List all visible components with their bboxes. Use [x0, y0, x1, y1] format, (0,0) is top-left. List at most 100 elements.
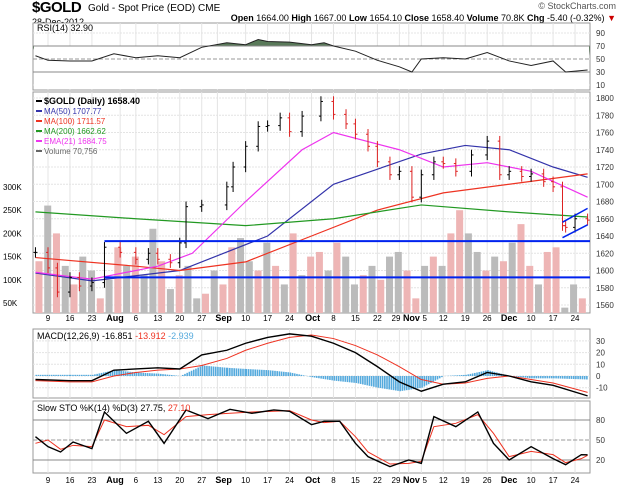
rsi-line [35, 38, 588, 73]
volume-bar [412, 298, 420, 313]
price-ytick-label: 1700 [596, 180, 614, 189]
xtick-label: 10 [527, 314, 536, 323]
volume-bar [210, 270, 218, 313]
volume-bar [350, 284, 358, 313]
macd-histogram-bar [135, 372, 138, 376]
macd-histogram-bar [151, 373, 153, 376]
macd-histogram-bar [533, 376, 535, 379]
xtick-label: 23 [87, 476, 96, 485]
macd-histogram-bar [579, 376, 582, 380]
macd-histogram-bar [44, 374, 46, 376]
macd-histogram-bar [250, 369, 252, 376]
price-ytick-label: 1740 [596, 146, 614, 155]
macd-histogram-bar [166, 374, 169, 376]
macd-histogram-bar [337, 376, 340, 382]
macd-histogram-bar [335, 376, 338, 381]
macd-histogram-bar [102, 372, 105, 376]
ma100-legend-swatch [36, 120, 42, 122]
macd-histogram-bar [221, 367, 224, 376]
xtick-label: 24 [285, 476, 294, 485]
macd-histogram-bar [269, 370, 272, 376]
xtick-label: 26 [483, 476, 492, 485]
xtick-label: 5 [422, 314, 427, 323]
macd-histogram-bar [344, 376, 347, 382]
xtick-label: 27 [197, 476, 206, 485]
price-ytick-label: 1800 [596, 94, 614, 103]
macd-histogram-bar [384, 376, 386, 389]
macd-histogram-bar [113, 370, 116, 376]
macd-histogram-bar [359, 376, 362, 384]
macd-histogram-bar [311, 376, 314, 378]
macd-histogram-bar [555, 376, 557, 379]
macd-histogram-bar [526, 376, 529, 378]
macd-histogram-bar [326, 376, 329, 380]
macd-histogram-bar [184, 373, 186, 376]
macd-histogram-bar [120, 370, 123, 376]
macd-histogram-bar [566, 376, 568, 379]
macd-histogram-bar [329, 376, 331, 380]
macd-histogram-bar [478, 372, 481, 376]
macd-histogram-bar [283, 371, 285, 376]
macd-histogram-bar [72, 374, 74, 376]
ma100-legend: MA(100) 1711.57 [44, 117, 106, 126]
volume-bar [88, 270, 96, 313]
macd-histogram-bar [414, 376, 417, 389]
volume-bar [61, 265, 69, 313]
price-ytick-label: 1580 [596, 284, 614, 293]
price-ytick-label: 1760 [596, 129, 614, 138]
xtick-label: 13 [153, 476, 162, 485]
macd-histogram-bar [192, 369, 195, 376]
macd-histogram-bar [324, 376, 327, 380]
macd-histogram-bar [190, 370, 193, 376]
volume-bar [386, 256, 394, 313]
xtick-label: 15 [351, 476, 360, 485]
exchange: CME [198, 3, 221, 14]
macd-histogram-bar [173, 375, 175, 376]
macd-histogram-bar [219, 367, 221, 376]
volume-bar [473, 251, 481, 313]
volume-bar [298, 275, 306, 313]
macd-histogram-bar [231, 368, 233, 376]
xtick-label: Nov [403, 475, 420, 485]
xtick-label: 15 [351, 314, 360, 323]
xtick-label: 19 [461, 314, 470, 323]
macd-histogram-bar [199, 366, 202, 376]
macd-histogram-bar [520, 376, 522, 378]
macd-histogram-bar [460, 375, 463, 376]
macd-histogram-bar [463, 374, 465, 376]
macd-histogram-bar [181, 374, 184, 376]
macd-histogram-bar [235, 368, 238, 376]
xtick-label: 17 [263, 476, 272, 485]
volume-bar [79, 256, 87, 313]
low-value: 1654.10 [369, 13, 402, 23]
macd-histogram-bar [118, 370, 120, 376]
macd-histogram-bar [353, 376, 355, 383]
macd-histogram-bar [155, 373, 158, 376]
sto-legend-part: 27.75, [138, 403, 166, 413]
macd-histogram-bar [572, 376, 575, 380]
macd-histogram-bar [333, 376, 336, 381]
volume-bar [52, 233, 60, 313]
brand-logo[interactable]: © StockCharts.com [538, 1, 616, 11]
volume-bar [342, 256, 350, 313]
quote-summary: Open 1664.00 High 1667.00 Low 1654.10 Cl… [231, 13, 616, 23]
channel-line [562, 207, 588, 223]
high-value: 1667.00 [313, 13, 347, 23]
macd-histogram-bar [436, 376, 439, 380]
volume-value: 70.8K [500, 13, 525, 23]
volume-ytick-label: 300K [3, 183, 22, 192]
sto-ytick-label: 50 [596, 436, 605, 445]
macd-histogram-bar [258, 369, 261, 376]
xtick-label: Nov [403, 313, 420, 323]
macd-signal-line [35, 334, 588, 393]
volume-bar [499, 261, 507, 313]
ma50-line [35, 144, 588, 282]
macd-histogram-bar [412, 376, 415, 390]
volume-bar [307, 256, 315, 313]
xtick-label: Aug [106, 313, 124, 323]
macd-histogram-bar [480, 371, 483, 376]
macd-histogram-bar [100, 372, 103, 376]
macd-histogram-bar [348, 376, 351, 383]
xtick-label: 27 [197, 314, 206, 323]
